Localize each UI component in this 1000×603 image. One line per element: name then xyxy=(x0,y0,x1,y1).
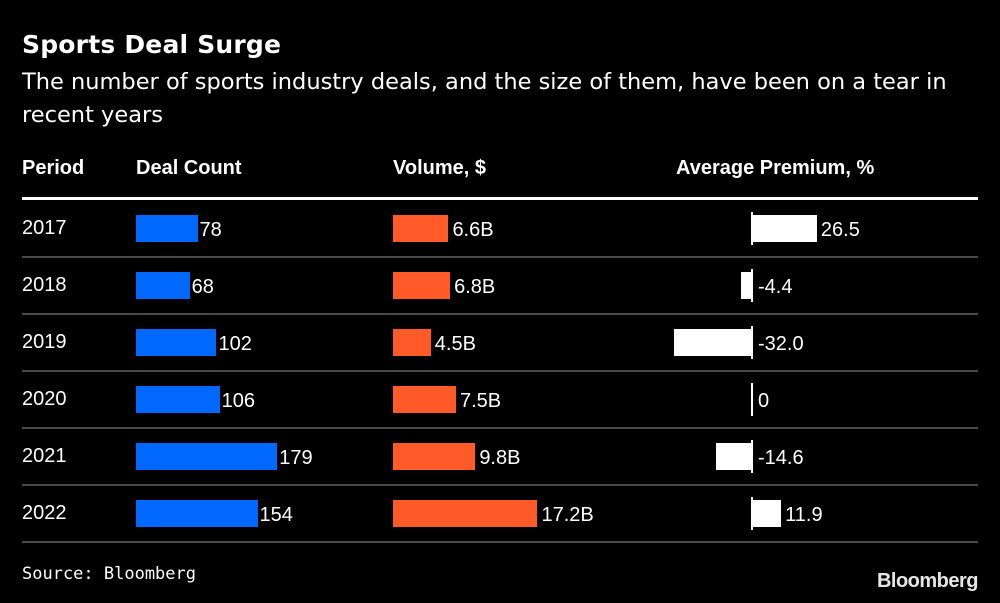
volume-bar xyxy=(393,443,476,470)
bloomberg-logo: Bloomberg xyxy=(876,570,979,592)
period-label: 2022 xyxy=(22,502,67,524)
average-premium-label: -14.6 xyxy=(758,447,804,469)
volume-label: 6.8B xyxy=(454,276,496,298)
header-rule xyxy=(22,197,978,200)
volume-bar xyxy=(393,500,538,527)
chart-subtitle: The number of sports industry deals, and… xyxy=(22,69,947,128)
volume-bar xyxy=(393,329,431,356)
deal-count-bar xyxy=(136,443,278,470)
volume-bar xyxy=(393,386,456,413)
deal-count-bar xyxy=(136,215,198,242)
column-header-average-premium: Average Premium, % xyxy=(676,157,875,179)
average-premium-label: 11.9 xyxy=(785,504,823,526)
average-premium-label: -32.0 xyxy=(758,333,804,355)
average-premium-bar xyxy=(741,272,752,299)
volume-label: 17.2B xyxy=(541,504,594,526)
premium-zero-line xyxy=(751,326,753,359)
average-premium-bar xyxy=(752,215,817,242)
column-header-period: Period xyxy=(22,157,85,179)
premium-zero-line xyxy=(751,497,753,530)
volume-bar xyxy=(393,272,451,299)
row-divider xyxy=(22,313,978,315)
premium-zero-line xyxy=(751,383,753,416)
volume-label: 7.5B xyxy=(460,390,502,412)
period-label: 2018 xyxy=(22,274,67,296)
row-divider xyxy=(22,370,978,372)
period-label: 2017 xyxy=(22,217,67,239)
deal-count-bar xyxy=(136,329,217,356)
deal-count-label: 179 xyxy=(279,447,313,469)
row-divider xyxy=(22,541,978,543)
average-premium-bar xyxy=(673,329,752,356)
period-label: 2020 xyxy=(22,388,67,410)
deal-count-bar xyxy=(136,386,220,413)
average-premium-label: 0 xyxy=(758,390,770,412)
average-premium-bar xyxy=(752,500,782,527)
volume-label: 4.5B xyxy=(434,333,476,355)
row-divider xyxy=(22,256,978,258)
source-note: Source: Bloomberg xyxy=(22,564,196,584)
average-premium-label: -4.4 xyxy=(758,276,793,298)
deal-count-bar xyxy=(136,500,258,527)
period-label: 2021 xyxy=(22,445,67,467)
deal-count-label: 78 xyxy=(199,219,222,241)
chart-title: Sports Deal Surge xyxy=(22,30,282,59)
deal-count-label: 154 xyxy=(259,504,293,526)
column-header-deal-count: Deal Count xyxy=(136,157,242,179)
deal-count-label: 68 xyxy=(191,276,214,298)
period-label: 2019 xyxy=(22,331,67,353)
volume-bar xyxy=(393,215,449,242)
premium-zero-line xyxy=(751,269,753,302)
row-divider xyxy=(22,427,978,429)
column-header-volume: Volume, $ xyxy=(393,157,486,179)
row-divider xyxy=(22,484,978,486)
deal-count-label: 102 xyxy=(218,333,252,355)
deal-count-label: 106 xyxy=(221,390,255,412)
premium-zero-line xyxy=(751,212,753,245)
average-premium-label: 26.5 xyxy=(820,219,860,241)
volume-label: 9.8B xyxy=(479,447,521,469)
average-premium-bar xyxy=(716,443,752,470)
deal-count-bar xyxy=(136,272,190,299)
premium-zero-line xyxy=(751,440,753,473)
volume-label: 6.6B xyxy=(452,219,494,241)
